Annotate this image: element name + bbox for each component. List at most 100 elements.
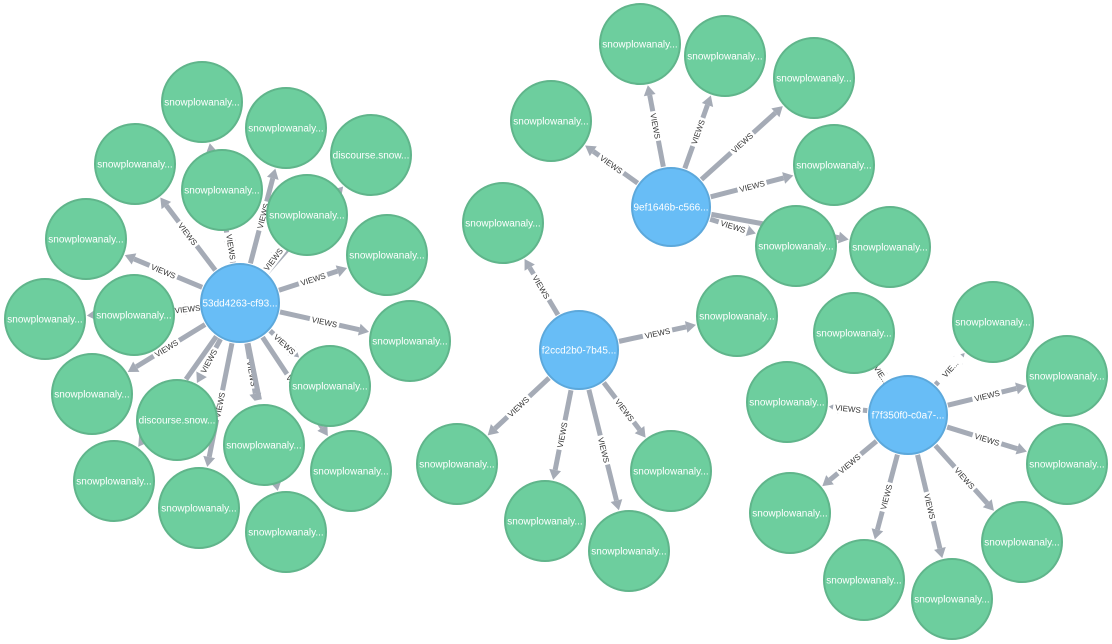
page-node[interactable]: snowplowanaly...	[755, 205, 837, 287]
page-node[interactable]: snowplowanaly...	[1026, 335, 1108, 417]
user-node-circle[interactable]	[539, 310, 619, 390]
page-node[interactable]: snowplowanaly...	[94, 123, 176, 205]
page-node-circle[interactable]	[346, 214, 428, 296]
page-node-circle[interactable]	[330, 114, 412, 196]
relationship-edge[interactable]: VIEWS	[549, 389, 574, 480]
page-node[interactable]: snowplowanaly...	[223, 404, 305, 486]
page-node-circle[interactable]	[630, 430, 712, 512]
relationship-edge[interactable]: VIEWS	[828, 401, 868, 416]
page-node[interactable]: snowplowanaly...	[310, 430, 392, 512]
page-node-circle[interactable]	[181, 149, 263, 231]
relationship-edge[interactable]: VIEWS	[822, 439, 879, 487]
page-node[interactable]: snowplowanaly...	[911, 558, 993, 640]
relationship-edge[interactable]: VIEWS	[682, 95, 714, 170]
page-node-circle[interactable]	[1026, 335, 1108, 417]
page-node[interactable]: snowplowanaly...	[245, 87, 327, 169]
page-node[interactable]: snowplowanaly...	[696, 275, 778, 357]
relationship-edge[interactable]: VIEWS	[618, 321, 696, 344]
relationship-edge[interactable]: VIEWS	[171, 301, 204, 317]
user-node[interactable]: 9ef1646b-c566...	[631, 167, 711, 247]
page-node[interactable]: snowplowanaly...	[746, 361, 828, 443]
page-node-circle[interactable]	[696, 275, 778, 357]
user-node-circle[interactable]	[200, 263, 280, 343]
page-node[interactable]: snowplowanaly...	[510, 80, 592, 162]
page-node[interactable]: snowplowanaly...	[823, 539, 905, 621]
relationship-edge[interactable]: VIEWS	[487, 376, 551, 436]
page-node-circle[interactable]	[1026, 423, 1108, 505]
page-node-circle[interactable]	[981, 501, 1063, 583]
page-node[interactable]: snowplowanaly...	[749, 472, 831, 554]
relationship-edge[interactable]: VIEWS	[259, 244, 287, 275]
page-node-circle[interactable]	[755, 205, 837, 287]
page-node[interactable]: snowplowanaly...	[793, 124, 875, 206]
relationship-edge[interactable]: VIEWS	[947, 382, 1027, 408]
page-node[interactable]: snowplowanaly...	[158, 467, 240, 549]
page-node[interactable]: discourse.snow...	[136, 379, 218, 461]
page-node-circle[interactable]	[793, 124, 875, 206]
user-node[interactable]: 53dd4263-cf93...	[200, 263, 280, 343]
relationship-edge[interactable]: VIE...	[933, 352, 967, 387]
page-node-circle[interactable]	[245, 491, 327, 573]
page-node-circle[interactable]	[749, 472, 831, 554]
page-node-circle[interactable]	[746, 361, 828, 443]
page-node[interactable]: snowplowanaly...	[161, 61, 243, 143]
page-node-circle[interactable]	[416, 423, 498, 505]
page-node-circle[interactable]	[462, 182, 544, 264]
page-node-circle[interactable]	[223, 404, 305, 486]
page-node[interactable]: snowplowanaly...	[73, 440, 155, 522]
page-node-circle[interactable]	[158, 467, 240, 549]
page-node[interactable]: snowplowanaly...	[369, 300, 451, 382]
relationship-edge[interactable]: VIEWS	[946, 424, 1027, 455]
page-node[interactable]: snowplowanaly...	[1026, 423, 1108, 505]
page-node-circle[interactable]	[289, 345, 371, 427]
user-node-circle[interactable]	[631, 167, 711, 247]
page-node[interactable]: snowplowanaly...	[181, 149, 263, 231]
page-node[interactable]: snowplowanaly...	[4, 278, 86, 360]
page-node[interactable]: snowplowanaly...	[416, 423, 498, 505]
page-node[interactable]: snowplowanaly...	[504, 480, 586, 562]
page-node[interactable]: snowplowanaly...	[93, 274, 175, 356]
page-node[interactable]: snowplowanaly...	[289, 345, 371, 427]
relationship-edge[interactable]: VIEWS	[871, 453, 900, 540]
page-node[interactable]: snowplowanaly...	[462, 182, 544, 264]
page-node-circle[interactable]	[823, 539, 905, 621]
relationship-edge[interactable]: VIEWS	[915, 454, 946, 559]
relationship-edge[interactable]: VIEWS	[699, 106, 783, 182]
user-node[interactable]: f2ccd2b0-7b45...	[539, 310, 619, 390]
page-node-circle[interactable]	[45, 198, 127, 280]
page-node-circle[interactable]	[4, 278, 86, 360]
page-node-circle[interactable]	[849, 206, 931, 288]
page-node-circle[interactable]	[51, 353, 133, 435]
page-node[interactable]: snowplowanaly...	[849, 206, 931, 288]
page-node-circle[interactable]	[94, 123, 176, 205]
relationship-edge[interactable]: VIEWS	[710, 172, 794, 200]
page-node-circle[interactable]	[136, 379, 218, 461]
user-node-circle[interactable]	[868, 375, 948, 455]
page-node[interactable]: snowplowanaly...	[981, 501, 1063, 583]
page-node[interactable]: snowplowanaly...	[45, 198, 127, 280]
page-node-circle[interactable]	[588, 510, 670, 592]
page-node-circle[interactable]	[599, 3, 681, 85]
page-node[interactable]: discourse.snow...	[330, 114, 412, 196]
relationship-edge[interactable]: VIEWS	[601, 381, 646, 438]
page-node-circle[interactable]	[310, 430, 392, 512]
page-node[interactable]: snowplowanaly...	[630, 430, 712, 512]
relationship-edge[interactable]: VIEWS	[524, 259, 561, 317]
page-node-circle[interactable]	[813, 292, 895, 374]
page-node-circle[interactable]	[510, 80, 592, 162]
page-node[interactable]: snowplowanaly...	[51, 353, 133, 435]
page-node-circle[interactable]	[369, 300, 451, 382]
page-node[interactable]: snowplowanaly...	[952, 281, 1034, 363]
page-node-circle[interactable]	[266, 174, 348, 256]
page-node[interactable]: snowplowanaly...	[599, 3, 681, 85]
page-node[interactable]: snowplowanaly...	[813, 292, 895, 374]
user-node[interactable]: f7f350f0-c0a7-...	[868, 375, 948, 455]
page-node[interactable]: snowplowanaly...	[773, 37, 855, 119]
page-node-circle[interactable]	[245, 87, 327, 169]
relationship-edge[interactable]: VIEWS	[643, 85, 666, 168]
page-node-circle[interactable]	[773, 37, 855, 119]
page-node[interactable]: snowplowanaly...	[588, 510, 670, 592]
relationship-edge[interactable]: VIEWS	[278, 265, 348, 293]
